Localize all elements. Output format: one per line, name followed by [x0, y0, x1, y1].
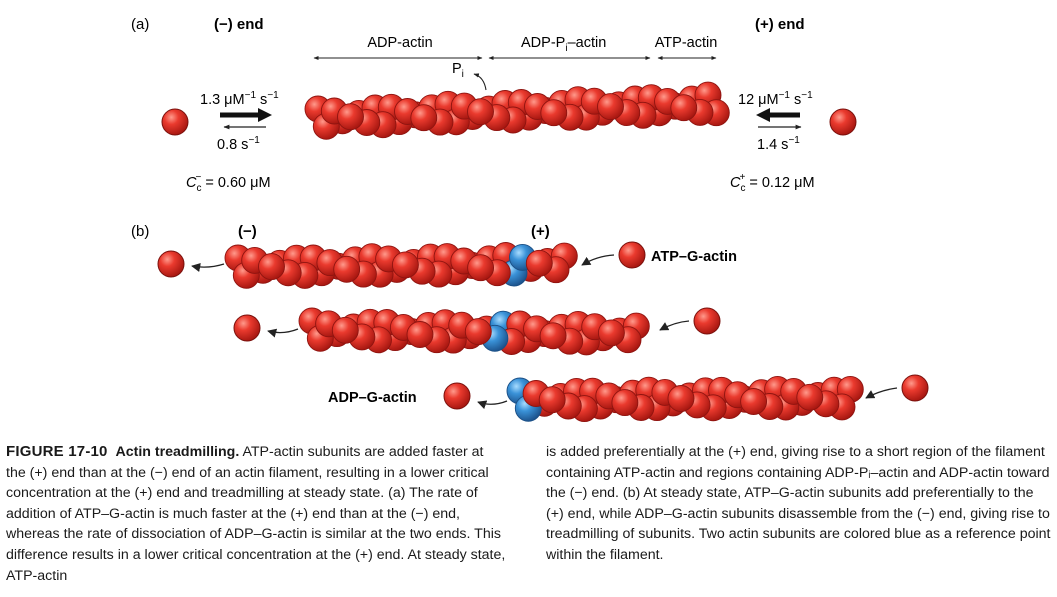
critical-concentration-plus: Cc+ = 0.12 μM [730, 172, 815, 194]
panel-b-filament-3 [506, 375, 864, 423]
panel-b-plus-label: (+) [531, 223, 550, 240]
atp-g-actin-label: ATP–G-actin [651, 249, 737, 265]
adp-pi-actin-region-label: ADP-Pi–actin [521, 35, 606, 54]
panel-b-filament-2 [298, 307, 650, 356]
free-actin-monomer-minus [161, 108, 189, 136]
actin-subunit [525, 249, 553, 277]
release-arrow-1 [191, 263, 225, 272]
panel-b-filament-1 [224, 242, 578, 289]
actin-subunit [333, 255, 361, 283]
incoming-atp-g-actin-2 [693, 307, 721, 335]
actin-subunit [410, 104, 438, 132]
actin-subunit [796, 383, 824, 411]
actin-subunit [597, 93, 624, 121]
released-adp-g-actin-2 [233, 314, 261, 342]
panel-b-label: (b) [131, 223, 149, 240]
figure-caption-right: is added preferentially at the (+) end, … [546, 442, 1052, 566]
actin-subunit [540, 99, 568, 127]
plus-end-on-rate: 12 μM−1 s−1 [738, 90, 813, 108]
actin-subunit [740, 388, 768, 415]
release-arrow-3 [477, 400, 508, 410]
actin-subunit [406, 321, 434, 348]
plus-end-on-arrowhead [756, 108, 770, 122]
minus-end-on-rate: 1.3 μM−1 s−1 [200, 90, 279, 108]
pi-release-label: Pi [452, 61, 464, 80]
release-arrow-2 [267, 328, 299, 338]
actin-subunit [670, 94, 698, 122]
adp-g-actin-label: ADP–G-actin [328, 390, 417, 406]
actin-subunit [667, 385, 695, 412]
atp-actin-region-label: ATP-actin [655, 35, 718, 51]
actin-subunit [467, 98, 494, 126]
minus-end-off-rate: 0.8 s−1 [217, 135, 260, 153]
actin-subunit [258, 253, 285, 281]
critical-concentration-minus: Cc− = 0.60 μM [186, 172, 271, 194]
figure-title: Actin treadmilling. [115, 444, 240, 460]
pi-release-arrow [473, 73, 487, 91]
adp-actin-region-label: ADP-actin [367, 35, 432, 51]
incoming-atp-g-actin-3 [901, 374, 929, 402]
actin-subunit [391, 251, 419, 279]
addition-arrow-3 [865, 387, 898, 399]
actin-subunit [597, 319, 625, 347]
actin-treadmilling-diagram: (a) (−) end (+) end ADP-actin ADP-Pi–act… [131, 16, 929, 423]
panel-b-minus-label: (−) [238, 223, 257, 240]
actin-subunit [611, 389, 639, 417]
figure-caption-left: FIGURE 17-10 Actin treadmilling. ATP-act… [6, 442, 506, 586]
actin-subunit [331, 316, 359, 344]
actin-subunit [467, 254, 495, 282]
released-adp-g-actin-3 [443, 382, 471, 410]
addition-arrow-2 [659, 320, 690, 331]
caption-text-right: is added preferentially at the (+) end, … [546, 444, 1051, 563]
addition-arrow-1 [581, 254, 615, 266]
figure-number: FIGURE 17-10 [6, 443, 108, 460]
actin-subunit [337, 103, 364, 131]
panel-a-label: (a) [131, 16, 149, 33]
incoming-atp-g-actin-1 [618, 241, 646, 269]
plus-end-label: (+) end [755, 16, 805, 33]
actin-subunit [539, 322, 567, 350]
minus-end-on-arrowhead [258, 108, 272, 122]
actin-subunit [464, 318, 492, 346]
panel-a-actin-filament [304, 81, 730, 140]
released-adp-g-actin-1 [157, 250, 185, 278]
plus-end-off-rate: 1.4 s−1 [757, 135, 800, 153]
caption-text-left: ATP-actin subunits are added faster at t… [6, 444, 506, 584]
actin-subunit [538, 386, 566, 414]
free-actin-monomer-plus [829, 108, 857, 136]
minus-end-label: (−) end [214, 16, 264, 33]
